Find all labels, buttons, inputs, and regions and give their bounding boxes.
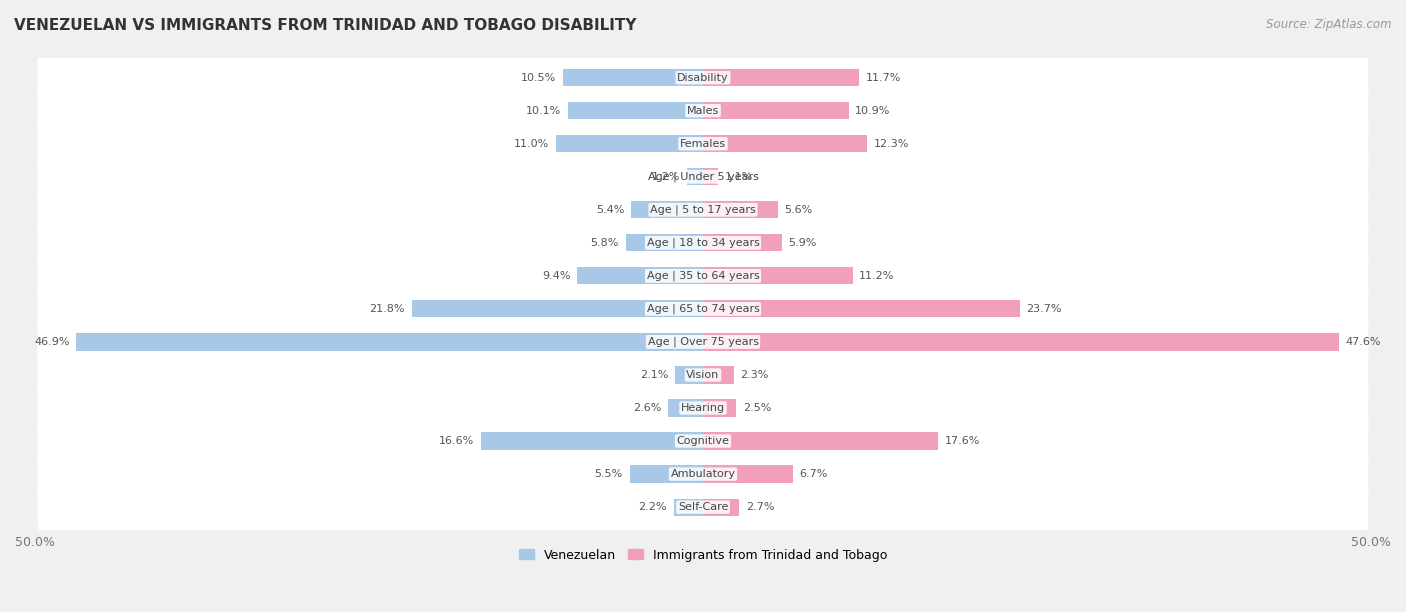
Text: 11.7%: 11.7% (866, 73, 901, 83)
Bar (568, 102, 703, 119)
Text: Age | Over 75 years: Age | Over 75 years (648, 337, 758, 347)
FancyBboxPatch shape (38, 251, 1368, 301)
Text: 2.6%: 2.6% (633, 403, 662, 413)
FancyBboxPatch shape (38, 449, 1368, 499)
Bar (673, 499, 703, 516)
Bar (578, 267, 703, 285)
Bar (703, 69, 859, 86)
Text: Self-Care: Self-Care (678, 502, 728, 512)
Text: 16.6%: 16.6% (439, 436, 475, 446)
Text: 11.2%: 11.2% (859, 271, 894, 281)
Bar (631, 201, 703, 218)
Bar (76, 334, 703, 351)
Bar (703, 334, 1339, 351)
Text: 11.0%: 11.0% (515, 139, 550, 149)
Legend: Venezuelan, Immigrants from Trinidad and Tobago: Venezuelan, Immigrants from Trinidad and… (513, 543, 893, 567)
Bar (703, 499, 740, 516)
FancyBboxPatch shape (38, 218, 1368, 268)
Text: 5.8%: 5.8% (591, 238, 619, 248)
Text: Age | 65 to 74 years: Age | 65 to 74 years (647, 304, 759, 314)
Text: Age | 5 to 17 years: Age | 5 to 17 years (650, 204, 756, 215)
Text: Cognitive: Cognitive (676, 436, 730, 446)
Text: Age | 18 to 34 years: Age | 18 to 34 years (647, 237, 759, 248)
Text: Disability: Disability (678, 73, 728, 83)
Bar (481, 433, 703, 450)
Bar (626, 234, 703, 252)
Text: 12.3%: 12.3% (875, 139, 910, 149)
Text: 9.4%: 9.4% (543, 271, 571, 281)
Text: 5.6%: 5.6% (785, 205, 813, 215)
FancyBboxPatch shape (38, 482, 1368, 532)
Text: 2.7%: 2.7% (745, 502, 775, 512)
Text: 10.1%: 10.1% (526, 106, 561, 116)
Text: 2.1%: 2.1% (640, 370, 668, 380)
Bar (630, 466, 703, 483)
Text: 47.6%: 47.6% (1346, 337, 1381, 347)
FancyBboxPatch shape (38, 284, 1368, 334)
FancyBboxPatch shape (38, 416, 1368, 466)
Text: 5.5%: 5.5% (595, 469, 623, 479)
Text: 10.5%: 10.5% (520, 73, 555, 83)
Bar (703, 433, 938, 450)
Text: 2.2%: 2.2% (638, 502, 666, 512)
Text: Females: Females (681, 139, 725, 149)
Text: 17.6%: 17.6% (945, 436, 980, 446)
Text: 6.7%: 6.7% (799, 469, 828, 479)
FancyBboxPatch shape (38, 383, 1368, 433)
FancyBboxPatch shape (38, 119, 1368, 169)
Text: 2.3%: 2.3% (741, 370, 769, 380)
FancyBboxPatch shape (38, 152, 1368, 202)
FancyBboxPatch shape (38, 350, 1368, 400)
Bar (703, 300, 1019, 318)
Text: Source: ZipAtlas.com: Source: ZipAtlas.com (1267, 18, 1392, 31)
Bar (688, 168, 703, 185)
Text: VENEZUELAN VS IMMIGRANTS FROM TRINIDAD AND TOBAGO DISABILITY: VENEZUELAN VS IMMIGRANTS FROM TRINIDAD A… (14, 18, 637, 34)
FancyBboxPatch shape (38, 53, 1368, 103)
Text: 1.1%: 1.1% (724, 172, 752, 182)
Text: 2.5%: 2.5% (744, 403, 772, 413)
Bar (412, 300, 703, 318)
Text: Males: Males (688, 106, 718, 116)
Bar (562, 69, 703, 86)
FancyBboxPatch shape (38, 317, 1368, 367)
Bar (703, 466, 793, 483)
Text: Ambulatory: Ambulatory (671, 469, 735, 479)
Text: Vision: Vision (686, 370, 720, 380)
Text: 46.9%: 46.9% (34, 337, 70, 347)
Bar (703, 201, 778, 218)
Bar (703, 102, 849, 119)
Text: 21.8%: 21.8% (370, 304, 405, 314)
Text: 23.7%: 23.7% (1026, 304, 1062, 314)
Bar (675, 367, 703, 384)
Text: Age | 35 to 64 years: Age | 35 to 64 years (647, 271, 759, 281)
Text: 10.9%: 10.9% (855, 106, 890, 116)
Bar (555, 135, 703, 152)
Text: Age | Under 5 years: Age | Under 5 years (648, 171, 758, 182)
Text: Hearing: Hearing (681, 403, 725, 413)
Bar (703, 168, 717, 185)
Text: 1.2%: 1.2% (652, 172, 681, 182)
FancyBboxPatch shape (38, 185, 1368, 235)
Bar (703, 135, 868, 152)
Bar (703, 267, 852, 285)
Bar (703, 400, 737, 417)
Text: 5.9%: 5.9% (789, 238, 817, 248)
Bar (703, 367, 734, 384)
Bar (703, 234, 782, 252)
Bar (668, 400, 703, 417)
FancyBboxPatch shape (38, 86, 1368, 136)
Text: 5.4%: 5.4% (596, 205, 624, 215)
